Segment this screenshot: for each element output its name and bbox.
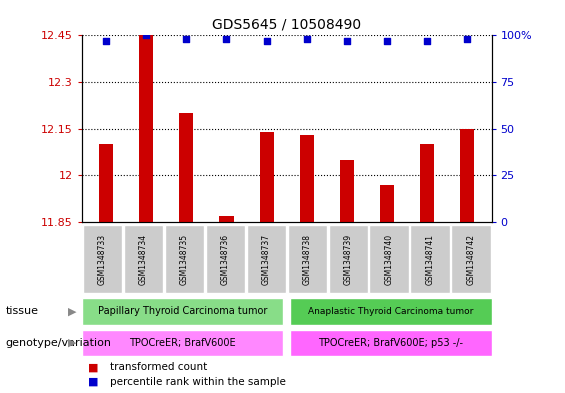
Bar	[99, 144, 113, 222]
Text: GSM1348740: GSM1348740	[385, 234, 394, 285]
Text: TPOCreER; BrafV600E: TPOCreER; BrafV600E	[129, 338, 236, 348]
Bar	[328, 226, 368, 293]
Text: GSM1348733: GSM1348733	[98, 234, 107, 285]
Bar	[460, 129, 475, 222]
Point	[222, 36, 231, 42]
Bar	[246, 226, 286, 293]
Point	[383, 38, 392, 44]
Point	[182, 36, 191, 42]
Bar	[410, 226, 450, 293]
Text: GSM1348734: GSM1348734	[139, 234, 148, 285]
Text: genotype/variation: genotype/variation	[6, 338, 112, 348]
Text: Papillary Thyroid Carcinoma tumor: Papillary Thyroid Carcinoma tumor	[98, 307, 267, 316]
Point	[102, 38, 111, 44]
Point	[142, 32, 151, 39]
Point	[262, 38, 271, 44]
Text: tissue: tissue	[6, 307, 38, 316]
Bar	[139, 35, 153, 222]
Text: GSM1348736: GSM1348736	[221, 234, 230, 285]
Point	[302, 36, 311, 42]
Title: GDS5645 / 10508490: GDS5645 / 10508490	[212, 17, 361, 31]
Text: percentile rank within the sample: percentile rank within the sample	[110, 377, 286, 387]
Text: ■: ■	[88, 377, 98, 387]
Bar	[420, 144, 434, 222]
Bar	[179, 113, 193, 222]
Text: GSM1348741: GSM1348741	[425, 234, 434, 285]
Bar	[300, 135, 314, 222]
Bar	[340, 160, 354, 222]
Text: GSM1348739: GSM1348739	[344, 234, 353, 285]
Bar	[206, 226, 245, 293]
Point	[463, 36, 472, 42]
Bar	[82, 226, 122, 293]
Bar	[380, 185, 394, 222]
Text: GSM1348735: GSM1348735	[180, 234, 189, 285]
Text: Anaplastic Thyroid Carcinoma tumor: Anaplastic Thyroid Carcinoma tumor	[308, 307, 473, 316]
Bar	[124, 226, 163, 293]
Point	[423, 38, 432, 44]
Text: GSM1348738: GSM1348738	[303, 234, 312, 285]
Bar	[290, 330, 492, 356]
Bar	[164, 226, 204, 293]
Text: ▶: ▶	[68, 338, 76, 348]
Bar	[451, 226, 491, 293]
Bar	[370, 226, 409, 293]
Bar	[290, 298, 492, 325]
Text: ▶: ▶	[68, 307, 76, 316]
Text: GSM1348737: GSM1348737	[262, 234, 271, 285]
Bar	[219, 216, 233, 222]
Text: TPOCreER; BrafV600E; p53 -/-: TPOCreER; BrafV600E; p53 -/-	[318, 338, 463, 348]
Point	[342, 38, 351, 44]
Bar	[82, 330, 284, 356]
Bar	[260, 132, 273, 222]
Bar	[82, 298, 284, 325]
Bar	[288, 226, 327, 293]
Text: ■: ■	[88, 362, 98, 373]
Text: GSM1348742: GSM1348742	[467, 234, 476, 285]
Text: transformed count: transformed count	[110, 362, 207, 373]
